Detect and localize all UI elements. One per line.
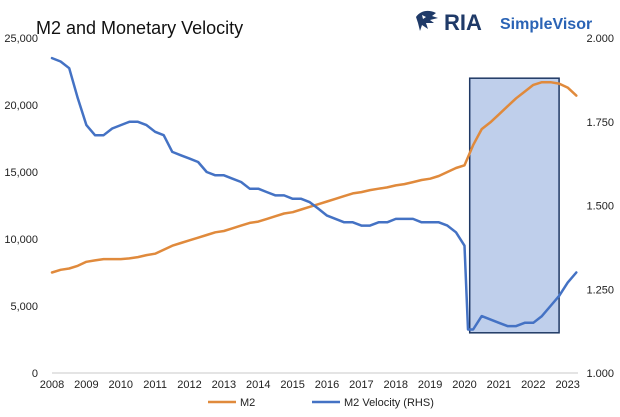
left-axis-ticks: 0 5,000 10,000 15,000 20,000 25,000 <box>4 33 38 380</box>
x-tick-label: 2011 <box>143 379 167 391</box>
legend-label-m2: M2 <box>240 397 255 409</box>
x-tick-label: 2012 <box>177 379 201 391</box>
highlight-region <box>468 77 560 334</box>
x-tick-label: 2019 <box>418 379 442 391</box>
x-tick-label: 2009 <box>74 379 98 391</box>
left-tick-label: 15,000 <box>4 167 38 179</box>
x-tick-label: 2020 <box>452 379 476 391</box>
right-tick-label: 2.000 <box>586 33 614 45</box>
x-tick-label: 2021 <box>487 379 511 391</box>
series-group <box>50 56 578 331</box>
x-tick-label: 2017 <box>349 379 373 391</box>
series-line-m2-velocity <box>50 56 578 331</box>
chart-title: M2 and Monetary Velocity <box>36 18 243 38</box>
eagle-logo-icon <box>416 10 438 31</box>
x-tick-label: 2023 <box>555 379 579 391</box>
brand-name: RIA <box>444 10 482 35</box>
right-tick-label: 1.000 <box>586 368 614 380</box>
x-tick-label: 2022 <box>521 379 545 391</box>
x-tick-label: 2013 <box>212 379 236 391</box>
left-tick-label: 5,000 <box>10 301 38 313</box>
x-tick-label: 2010 <box>109 379 133 391</box>
legend-label-m2-velocity: M2 Velocity (RHS) <box>344 397 434 409</box>
highlight-region-group <box>468 77 560 334</box>
x-tick-label: 2008 <box>40 379 64 391</box>
right-tick-label: 1.750 <box>586 117 614 129</box>
x-axis-ticks: 2008 2009 2010 2011 2012 2013 2014 2015 2016 2017… <box>40 379 580 391</box>
brand-product: SimpleVisor <box>500 16 592 33</box>
x-tick-label: 2014 <box>246 379 270 391</box>
right-tick-label: 1.500 <box>586 201 614 213</box>
left-tick-label: 25,000 <box>4 33 38 45</box>
brand-logo: RIA SimpleVisor <box>416 10 592 35</box>
right-tick-label: 1.250 <box>586 284 614 296</box>
right-axis-ticks: 1.000 1.250 1.500 1.750 2.000 <box>586 33 614 380</box>
left-tick-label: 10,000 <box>4 234 38 246</box>
x-tick-label: 2018 <box>384 379 408 391</box>
left-tick-label: 20,000 <box>4 100 38 112</box>
x-tick-label: 2016 <box>315 379 339 391</box>
left-tick-label: 0 <box>32 368 38 380</box>
legend: M2 M2 Velocity (RHS) <box>208 397 434 409</box>
x-tick-label: 2015 <box>280 379 304 391</box>
